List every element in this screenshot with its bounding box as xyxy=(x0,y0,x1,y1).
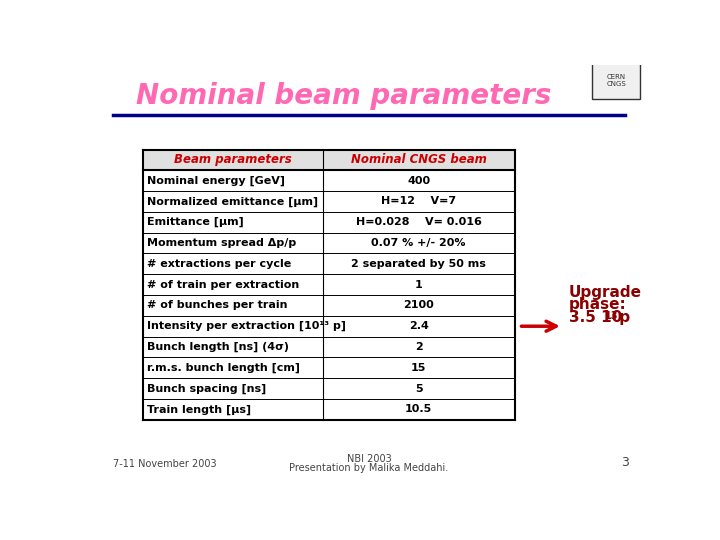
Text: phase:: phase: xyxy=(569,298,626,312)
Text: H=0.028    V= 0.016: H=0.028 V= 0.016 xyxy=(356,217,482,227)
Text: # of bunches per train: # of bunches per train xyxy=(148,300,288,310)
Text: 7-11 November 2003: 7-11 November 2003 xyxy=(113,459,217,469)
Text: r.m.s. bunch length [cm]: r.m.s. bunch length [cm] xyxy=(148,363,300,373)
Text: Nominal beam parameters: Nominal beam parameters xyxy=(137,82,552,110)
Text: 2100: 2100 xyxy=(403,300,434,310)
Text: 2.4: 2.4 xyxy=(409,321,428,331)
Text: Momentum spread Δp/p: Momentum spread Δp/p xyxy=(148,238,297,248)
Text: 5: 5 xyxy=(415,383,423,394)
Bar xyxy=(593,61,640,99)
Text: 15: 15 xyxy=(411,363,426,373)
Text: Nominal CNGS beam: Nominal CNGS beam xyxy=(351,153,487,166)
Text: Intensity per extraction [10¹³ p]: Intensity per extraction [10¹³ p] xyxy=(148,321,346,332)
Text: 0.07 % +/- 20%: 0.07 % +/- 20% xyxy=(372,238,466,248)
Text: # of train per extraction: # of train per extraction xyxy=(148,280,300,289)
Bar xyxy=(143,150,515,170)
Text: NBI 2003: NBI 2003 xyxy=(346,455,392,464)
Text: CERN
CNGS: CERN CNGS xyxy=(606,73,626,87)
Text: p: p xyxy=(614,309,630,325)
Bar xyxy=(143,150,515,420)
Text: Train length [μs]: Train length [μs] xyxy=(148,404,251,415)
Text: 2 separated by 50 ms: 2 separated by 50 ms xyxy=(351,259,486,269)
Text: Emittance [μm]: Emittance [μm] xyxy=(148,217,244,227)
Text: 3.5 10: 3.5 10 xyxy=(569,309,622,325)
Text: Normalized emittance [μm]: Normalized emittance [μm] xyxy=(148,197,318,207)
Text: Bunch spacing [ns]: Bunch spacing [ns] xyxy=(148,383,266,394)
Text: H=12    V=7: H=12 V=7 xyxy=(381,197,456,206)
Text: Nominal energy [GeV]: Nominal energy [GeV] xyxy=(148,176,285,186)
Text: Bunch length [ns] (4σ): Bunch length [ns] (4σ) xyxy=(148,342,289,352)
Text: 13: 13 xyxy=(605,311,618,321)
Text: 400: 400 xyxy=(407,176,430,186)
Text: 1: 1 xyxy=(415,280,423,289)
Text: # extractions per cycle: # extractions per cycle xyxy=(148,259,292,269)
Text: 10.5: 10.5 xyxy=(405,404,432,414)
Text: Upgrade: Upgrade xyxy=(569,285,642,300)
Text: 2: 2 xyxy=(415,342,423,352)
Text: Beam parameters: Beam parameters xyxy=(174,153,292,166)
Text: 3: 3 xyxy=(621,456,629,469)
Text: Presentation by Malika Meddahi.: Presentation by Malika Meddahi. xyxy=(289,463,449,473)
